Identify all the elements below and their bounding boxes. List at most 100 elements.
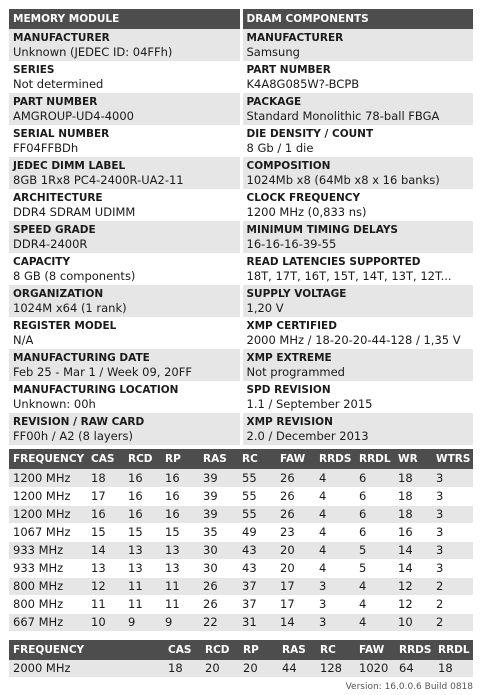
cell-cas: 13 bbox=[87, 559, 124, 578]
cell-rrdl: 6 bbox=[355, 523, 394, 542]
cell-wr: 14 bbox=[394, 541, 432, 560]
cell-rcd: 13 bbox=[124, 541, 161, 560]
field-label: MANUFACTURING LOCATION bbox=[13, 384, 179, 396]
cell-rc: 128 bbox=[316, 659, 355, 678]
cell-ras: 44 bbox=[278, 659, 316, 678]
cell-rrds: 3 bbox=[315, 613, 355, 632]
timing-row: 800 MHz 12 11 11 26 37 17 3 4 12 2 bbox=[9, 577, 473, 596]
cell-ras: 39 bbox=[199, 505, 238, 524]
cell-cas: 12 bbox=[87, 577, 124, 596]
cell-rc: 43 bbox=[238, 559, 276, 578]
module-part-number-field: PART NUMBER AMGROUP-UD4-4000 bbox=[9, 93, 240, 125]
cell-rcd: 16 bbox=[124, 469, 161, 488]
field-value: FF00h / A2 (8 layers) bbox=[13, 429, 133, 443]
dram-read-latencies-supported-field: READ LATENCIES SUPPORTED 18T, 17T, 16T, 1… bbox=[242, 253, 473, 285]
field-value: 8 GB (8 components) bbox=[13, 269, 136, 283]
timing-table: FREQUENCY CAS RCD RP RAS RC FAW RRDS RRDL WR WTRS … bbox=[9, 449, 473, 632]
cell-rc: 37 bbox=[238, 577, 276, 596]
xmp-header-row: FREQUENCY CAS RCD RP RAS RC FAW RRDS RRDL bbox=[9, 639, 473, 660]
dram-manufacturer-field: MANUFACTURER Samsung bbox=[242, 29, 473, 61]
module-revision-raw-card-field: REVISION / RAW CARD FF00h / A2 (8 layers) bbox=[9, 413, 240, 445]
cell-rp: 9 bbox=[161, 613, 199, 632]
field-label: REGISTER MODEL bbox=[13, 320, 117, 332]
column-header-ras: RAS bbox=[278, 639, 316, 660]
column-header-cas: CAS bbox=[164, 639, 201, 660]
field-label: ARCHITECTURE bbox=[13, 192, 103, 204]
field-label: PART NUMBER bbox=[13, 96, 98, 108]
cell-ras: 26 bbox=[199, 595, 238, 614]
column-header-rc: RC bbox=[238, 449, 276, 469]
dram-xmp-certified-field: XMP CERTIFIED 2000 MHz / 18-20-20-44-128 … bbox=[242, 317, 473, 349]
cell-rc: 43 bbox=[238, 541, 276, 560]
cell-cas: 16 bbox=[87, 505, 124, 524]
cell-ras: 30 bbox=[199, 541, 238, 560]
module-manufacturing-location-field: MANUFACTURING LOCATION Unknown: 00h bbox=[9, 381, 240, 413]
field-value: 8GB 1Rx8 PC4-2400R-UA2-11 bbox=[13, 173, 184, 187]
field-value: 2000 MHz / 18-20-20-44-128 / 1,35 V bbox=[246, 333, 461, 347]
field-value: 2.0 / December 2013 bbox=[246, 429, 369, 443]
cell-rrdl: 5 bbox=[355, 541, 394, 560]
cell-rc: 55 bbox=[238, 505, 276, 524]
field-value: 1.1 / September 2015 bbox=[246, 397, 373, 411]
field-label: MINIMUM TIMING DELAYS bbox=[246, 224, 398, 236]
cell-rrds: 64 bbox=[395, 659, 434, 678]
column-header-wr: WR bbox=[394, 449, 432, 469]
field-value: 1024M x64 (1 rank) bbox=[13, 301, 127, 315]
cell-faw: 1020 bbox=[355, 659, 395, 678]
cell-rp: 15 bbox=[161, 523, 199, 542]
cell-wr: 10 bbox=[394, 613, 432, 632]
timing-row: 1067 MHz 15 15 15 35 49 23 4 6 16 3 bbox=[9, 523, 473, 542]
field-label: SPEED GRADE bbox=[13, 224, 96, 236]
field-label: REVISION / RAW CARD bbox=[13, 416, 145, 428]
column-header-rrdl: RRDL bbox=[355, 449, 394, 469]
cell-wtrs: 3 bbox=[432, 505, 473, 524]
cell-wr: 12 bbox=[394, 595, 432, 614]
field-label: JEDEC DIMM LABEL bbox=[13, 160, 126, 172]
timing-header-row: FREQUENCY CAS RCD RP RAS RC FAW RRDS RRDL WR WTRS bbox=[9, 449, 473, 469]
cell-frequency: 2000 MHz bbox=[9, 659, 164, 678]
cell-rrds: 3 bbox=[315, 577, 355, 596]
cell-rc: 37 bbox=[238, 595, 276, 614]
cell-wtrs: 3 bbox=[432, 469, 473, 488]
module-series-field: SERIES Not determined bbox=[9, 61, 240, 93]
cell-wr: 18 bbox=[394, 487, 432, 506]
dram-components-column: DRAM COMPONENTS MANUFACTURER Samsung PART … bbox=[242, 9, 473, 445]
field-label: SERIAL NUMBER bbox=[13, 128, 110, 140]
dram-part-number-field: PART NUMBER K4A8G085W?-BCPB bbox=[242, 61, 473, 93]
timing-row: 933 MHz 13 13 13 30 43 20 4 5 14 3 bbox=[9, 559, 473, 578]
cell-cas: 18 bbox=[164, 659, 201, 678]
dram-composition-field: COMPOSITION 1024Mb x8 (64Mb x8 x 16 banks… bbox=[242, 157, 473, 189]
field-value: Feb 25 - Mar 1 / Week 09, 20FF bbox=[13, 365, 192, 379]
cell-frequency: 667 MHz bbox=[9, 613, 87, 632]
field-label: XMP REVISION bbox=[246, 416, 333, 428]
cell-rrds: 3 bbox=[315, 595, 355, 614]
cell-rcd: 11 bbox=[124, 577, 161, 596]
cell-frequency: 1067 MHz bbox=[9, 523, 87, 542]
cell-ras: 22 bbox=[199, 613, 238, 632]
field-value: Samsung bbox=[246, 45, 300, 59]
cell-wtrs: 3 bbox=[432, 523, 473, 542]
module-manufacturer-field: MANUFACTURER Unknown (JEDEC ID: 04FFh) bbox=[9, 29, 240, 61]
cell-rp: 13 bbox=[161, 541, 199, 560]
info-columns: MEMORY MODULE MANUFACTURER Unknown (JEDEC… bbox=[9, 9, 473, 445]
cell-rrds: 4 bbox=[315, 541, 355, 560]
field-label: XMP CERTIFIED bbox=[246, 320, 337, 332]
cell-wr: 14 bbox=[394, 559, 432, 578]
cell-rcd: 13 bbox=[124, 559, 161, 578]
cell-wr: 18 bbox=[394, 505, 432, 524]
cell-rcd: 15 bbox=[124, 523, 161, 542]
cell-rrds: 4 bbox=[315, 505, 355, 524]
column-header-cas: CAS bbox=[87, 449, 124, 469]
field-value: 1,20 V bbox=[246, 301, 284, 315]
cell-wr: 16 bbox=[394, 523, 432, 542]
field-value: Not programmed bbox=[246, 365, 345, 379]
timing-row: 800 MHz 11 11 11 26 37 17 3 4 12 2 bbox=[9, 595, 473, 614]
field-value: AMGROUP-UD4-4000 bbox=[13, 109, 134, 123]
column-header-wtrs: WTRS bbox=[432, 449, 473, 469]
column-header-rrds: RRDS bbox=[395, 639, 434, 660]
cell-wtrs: 3 bbox=[432, 559, 473, 578]
cell-rrdl: 6 bbox=[355, 469, 394, 488]
cell-wtrs: 2 bbox=[432, 595, 473, 614]
cell-frequency: 933 MHz bbox=[9, 541, 87, 560]
cell-rrdl: 6 bbox=[355, 487, 394, 506]
